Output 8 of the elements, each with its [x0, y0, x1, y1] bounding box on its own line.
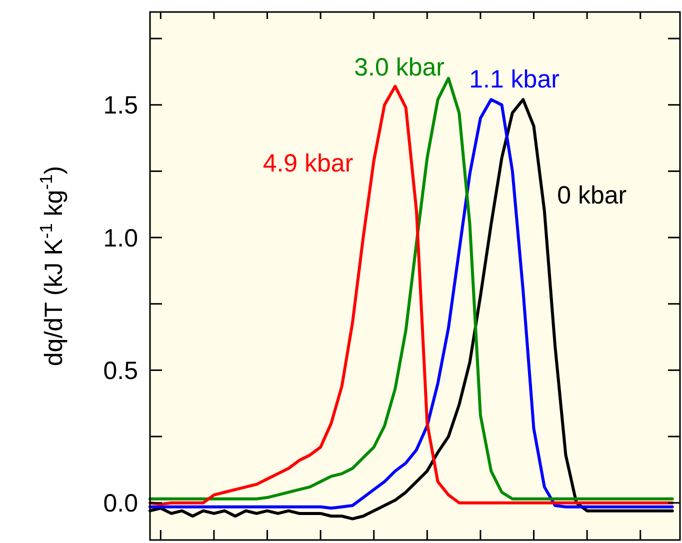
- y-tick-label: 1.5: [103, 92, 138, 120]
- series-label: 3.0 kbar: [354, 53, 444, 82]
- series-label: 0 kbar: [557, 182, 627, 210]
- y-tick-label: 0.5: [103, 356, 138, 385]
- y-tick-label: 0.0: [103, 490, 138, 518]
- series-label: 1.1 kbar: [469, 66, 560, 94]
- y-tick-label: 1.0: [103, 224, 138, 252]
- series-label: 4.9 kbar: [262, 149, 354, 178]
